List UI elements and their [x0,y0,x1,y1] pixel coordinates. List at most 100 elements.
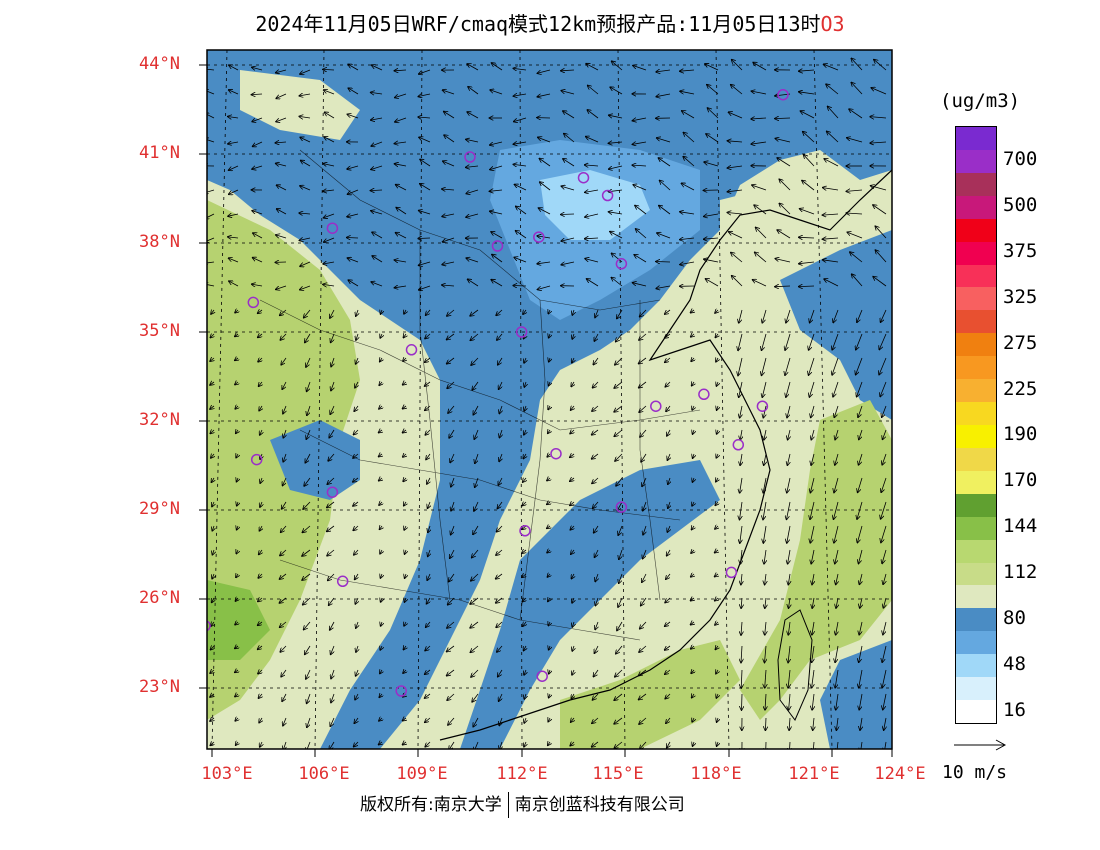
wind-arrow [659,206,671,215]
wind-arrow [742,693,743,710]
wind-arrow [276,117,287,122]
wind-arrow [751,118,767,119]
wind-arrow [300,261,311,266]
wind-arrow [592,477,599,483]
wind-arrow [740,453,742,465]
wind-arrow [380,574,382,578]
wind-arrow [405,550,407,554]
wind-arrow [800,111,815,119]
wind-arrow [548,310,550,314]
wind-arrow [595,573,598,582]
wind-arrow [665,597,671,603]
wind-arrow [470,621,479,628]
wind-arrow [715,334,718,337]
wind-arrow [427,597,431,604]
station-marker [207,620,211,632]
wind-arrow [693,430,695,434]
wind-arrow [260,741,262,747]
wind-arrow [785,333,791,350]
wind-arrow [324,213,335,218]
wind-arrow [331,669,334,679]
wind-arrow [849,109,863,119]
wind-arrow [763,477,767,493]
wind-arrow [883,429,887,439]
wind-arrow [228,142,239,144]
wind-arrow [235,358,238,360]
wind-arrow [470,645,479,652]
wind-arrow [524,381,526,387]
wind-arrow [549,382,551,386]
wind-arrow [614,693,623,700]
wind-arrow [765,621,766,635]
wind-arrow [883,693,887,710]
wind-arrow [680,91,695,95]
wind-arrow [348,189,359,194]
wind-arrow [740,525,742,543]
wind-arrow [639,645,647,652]
wind-arrow [207,262,215,263]
wind-arrow [741,645,742,663]
wind-arrow [323,164,335,166]
wind-arrow [212,501,214,507]
wind-arrow [611,278,623,287]
wind-arrow [751,91,767,95]
wind-arrow [740,501,743,520]
wind-scale-label: 10 m/s [942,762,1008,783]
wind-arrow [253,258,263,263]
wind-arrow [354,717,358,723]
wind-arrow [729,112,743,119]
wind-arrow [741,573,742,585]
colorbar-tick-label: 375 [1003,240,1038,263]
wind-arrow [691,574,694,577]
taiwan-outline [777,609,813,721]
wind-arrow [871,88,887,95]
wind-arrow [594,525,599,533]
wind-arrow [716,382,718,386]
wind-arrow [680,70,695,71]
wind-arrow [883,597,886,608]
wind-arrow [835,429,838,440]
wind-arrow [280,573,287,579]
wind-arrow [828,107,839,119]
wind-arrow [616,333,623,342]
wind-arrow [692,526,695,530]
wind-arrow [614,381,623,388]
wind-arrow [859,573,862,584]
wind-arrow [467,112,479,119]
wind-arrow [540,182,551,191]
wind-arrow [665,357,671,362]
wind-arrow [716,478,718,482]
wind-arrow [207,113,215,119]
colorbar-swatch [956,264,996,288]
wind-arrow [379,502,382,505]
wind-arrow [729,232,743,239]
wind-arrow [466,139,479,142]
wind-arrow [812,645,814,662]
wind-arrow [614,717,623,724]
wind-arrow [524,669,526,675]
station-marker [247,296,260,309]
station-marker [250,453,263,466]
wind-arrow [372,65,383,71]
wind-arrow [425,693,431,698]
wind-arrow [447,309,455,316]
colorbar [955,126,997,724]
wind-arrow [306,741,311,749]
wind-arrow [394,70,407,71]
wind-arrow [716,454,718,458]
wind-arrow [809,357,815,375]
wind-arrow [572,645,574,651]
wind-arrow [471,573,479,581]
wind-arrow [354,429,359,435]
wind-arrow [667,429,670,436]
wind-arrow [404,502,406,506]
wind-arrow [717,406,718,410]
wind-arrow [330,309,335,318]
wind-arrow [472,693,479,702]
wind-arrow [281,357,287,365]
wind-arrow [329,429,335,438]
wind-arrow [642,477,647,486]
wind-arrow [732,60,743,71]
colorbar-swatch [956,631,996,655]
copyright-separator [507,792,509,818]
